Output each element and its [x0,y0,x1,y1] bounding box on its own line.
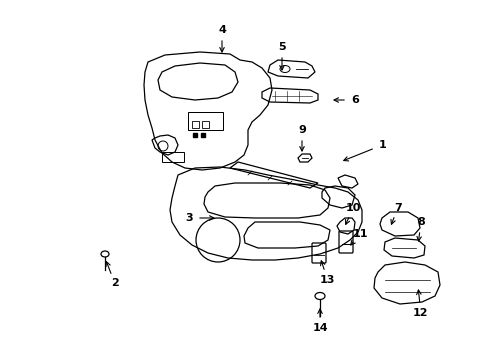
Bar [162,152,183,162]
Text: 8: 8 [416,217,424,227]
Text: 14: 14 [311,323,327,333]
Bar [202,121,208,128]
Bar [187,112,223,130]
Text: 7: 7 [393,203,401,212]
Text: 3: 3 [185,213,192,223]
Text: 4: 4 [218,25,225,35]
Text: 1: 1 [378,140,386,150]
Text: 2: 2 [111,278,119,288]
Text: 5: 5 [278,42,285,52]
Text: 6: 6 [350,95,358,105]
Text: 10: 10 [345,203,360,213]
Bar [192,121,199,128]
Text: 13: 13 [319,275,335,285]
Text: 11: 11 [352,229,367,239]
Text: 9: 9 [298,125,305,135]
Text: 12: 12 [412,308,427,318]
